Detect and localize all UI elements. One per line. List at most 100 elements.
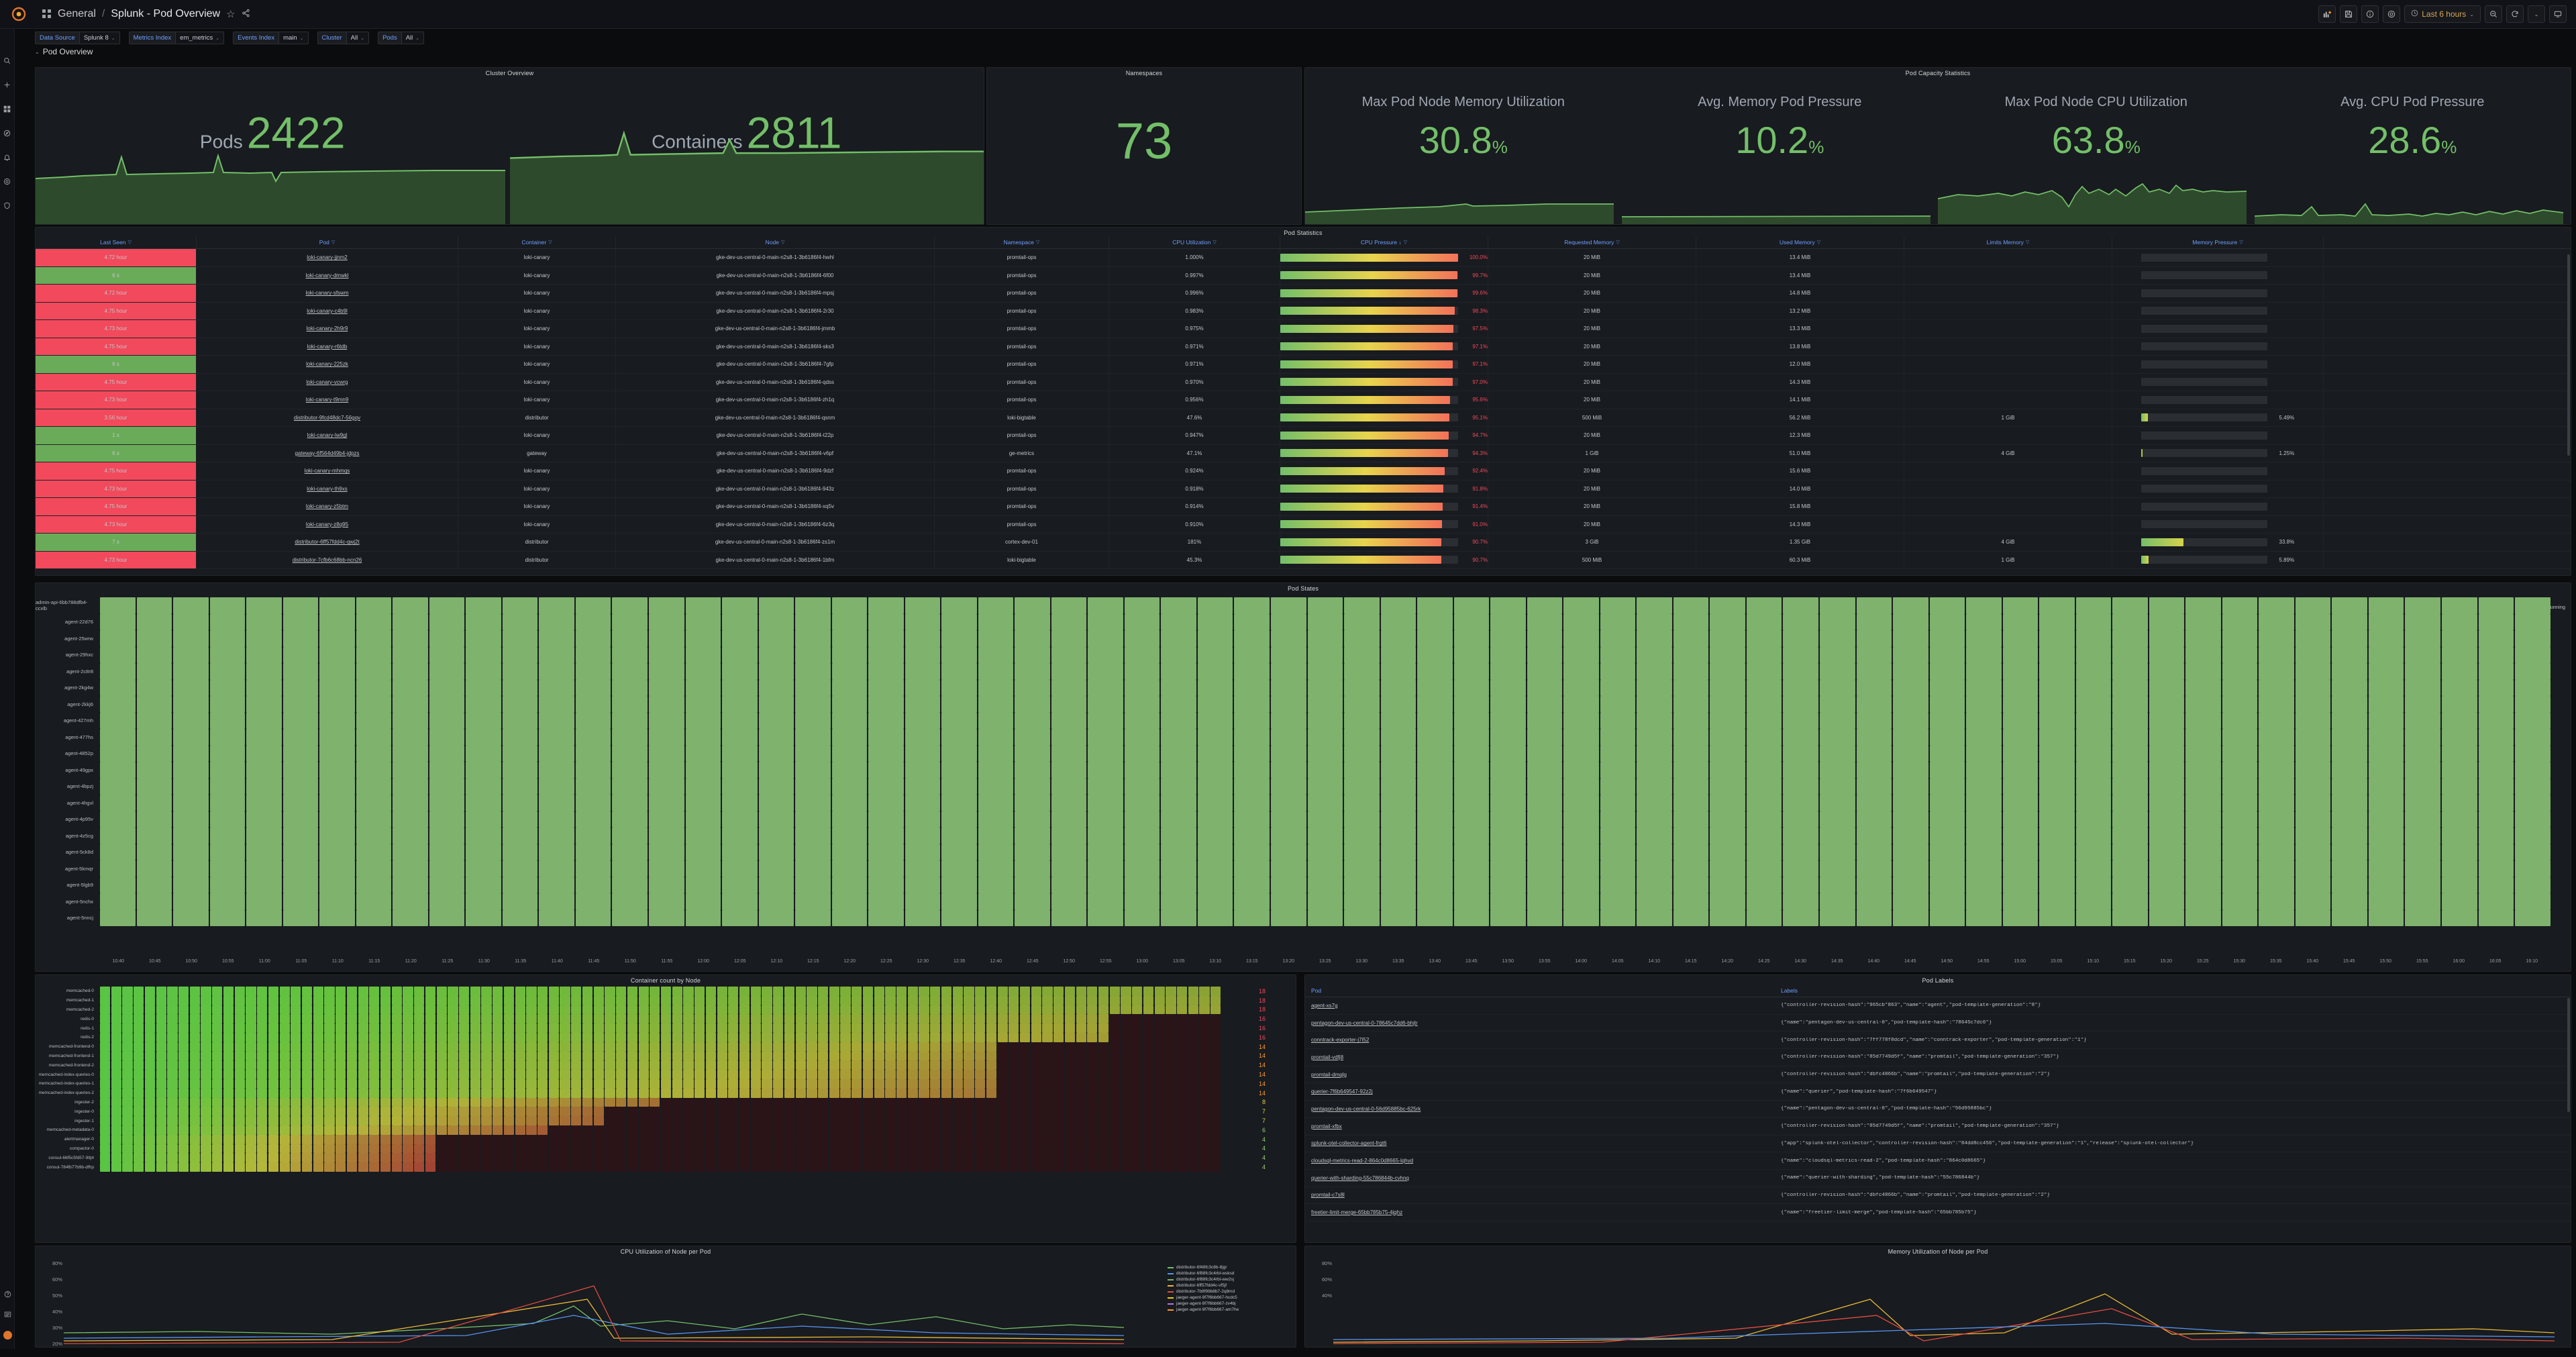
heatmap-cell[interactable] [728,1116,739,1125]
timeline-segment[interactable] [429,729,465,746]
heatmap-cell[interactable] [952,1134,963,1144]
timeline-segment[interactable] [2149,909,2185,926]
heatmap-cell[interactable] [1019,1134,1031,1144]
timeline-segment[interactable] [393,909,428,926]
timeline-segment[interactable] [100,630,136,647]
timeline-segment[interactable] [2478,876,2514,893]
timeline-segment[interactable] [539,630,574,647]
timeline-segment[interactable] [1929,630,1965,647]
heatmap-cell[interactable] [470,1051,480,1061]
heatmap-cell[interactable] [380,1023,391,1033]
heatmap-cell[interactable] [167,1014,178,1024]
heatmap-cell[interactable] [268,987,278,996]
heatmap-cell[interactable] [380,1134,391,1144]
heatmap-cell[interactable] [358,1005,368,1015]
timeline-segment[interactable] [2442,696,2477,713]
pod-link[interactable]: promtail-xfbx [1311,1123,1342,1129]
heatmap-cell[interactable] [795,1107,806,1117]
heatmap-cell[interactable] [907,1032,918,1042]
heatmap-cell[interactable] [560,1088,570,1098]
heatmap-cell[interactable] [1143,1116,1154,1125]
timeline-segment[interactable] [2075,860,2112,877]
timeline-segment[interactable] [575,876,611,893]
heatmap-cell[interactable] [694,1032,705,1042]
heatmap-cell[interactable] [268,1107,278,1117]
timeline-segment[interactable] [466,597,501,614]
timeline-segment[interactable] [539,613,574,630]
heatmap-cell[interactable] [156,1070,166,1079]
timeline-row[interactable] [100,729,2551,746]
heatmap-cell[interactable] [1188,1051,1198,1061]
heatmap-cell[interactable] [840,1078,851,1089]
timeline-segment[interactable] [136,663,172,680]
timeline-segment[interactable] [1746,679,1782,696]
timeline-segment[interactable] [1819,827,1855,844]
timeline-segment[interactable] [1746,613,1782,630]
timeline-segment[interactable] [1929,909,1965,926]
heatmap-cell[interactable] [728,1153,739,1163]
timeline-segment[interactable] [1746,646,1782,663]
timeline-segment[interactable] [795,795,831,811]
timeline-segment[interactable] [1307,778,1343,795]
heatmap-cell[interactable] [1053,1060,1064,1070]
timeline-segment[interactable] [2002,827,2039,844]
heatmap-cell[interactable] [694,1070,705,1079]
heatmap-cell[interactable] [167,1060,178,1070]
heatmap-cell[interactable] [964,1032,974,1042]
timeline-segment[interactable] [685,795,721,811]
heatmap-cell[interactable] [919,1088,929,1098]
heatmap-cell[interactable] [234,1078,245,1089]
heatmap-cell[interactable] [683,1107,694,1117]
heatmap-cell[interactable] [1076,1153,1086,1163]
heatmap-row[interactable] [100,1125,1221,1135]
heatmap-cell[interactable] [862,1005,874,1015]
timeline-segment[interactable] [466,860,501,877]
heatmap-cell[interactable] [818,995,829,1005]
timeline-segment[interactable] [1490,729,1526,746]
heatmap-cell[interactable] [874,1162,884,1172]
timeline-segment[interactable] [2515,679,2551,696]
timeline-segment[interactable] [1966,860,2002,877]
timeline-segment[interactable] [1234,745,1270,762]
timeline-segment[interactable] [2259,712,2294,729]
timeline-segment[interactable] [2332,745,2367,762]
timeline-segment[interactable] [2332,679,2367,696]
timeline-segment[interactable] [1819,597,1855,614]
timeline-segment[interactable] [612,909,648,926]
heatmap-cell[interactable] [1199,1005,1210,1015]
heatmap-cell[interactable] [650,1144,660,1154]
timeline-segment[interactable] [2185,795,2221,811]
pod-link[interactable]: loki-canary-t9mn9 [305,397,349,403]
heatmap-cell[interactable] [122,1125,133,1135]
heatmap-cell[interactable] [134,1005,144,1015]
heatmap-cell[interactable] [728,1125,739,1135]
heatmap-cell[interactable] [1087,1032,1098,1042]
timeline-segment[interactable] [905,679,941,696]
timeline-segment[interactable] [2039,893,2075,910]
heatmap-cell[interactable] [582,1144,593,1154]
heatmap-cell[interactable] [1053,1144,1064,1154]
timeline-segment[interactable] [2075,679,2112,696]
timeline-segment[interactable] [978,630,1014,647]
timeline-segment[interactable] [978,597,1014,614]
timeline-segment[interactable] [2515,613,2551,630]
timeline-segment[interactable] [795,597,831,614]
cell-pod[interactable]: loki-canary-t9mn9 [197,391,458,409]
timeline-segment[interactable] [1124,827,1160,844]
timeline-segment[interactable] [1746,844,1782,860]
heatmap-cell[interactable] [660,1134,672,1144]
heatmap-cell[interactable] [705,995,717,1005]
heatmap-cell[interactable] [739,1162,750,1172]
heatmap-cell[interactable] [1199,1014,1210,1024]
heatmap-cell[interactable] [941,1005,952,1015]
timeline-segment[interactable] [282,597,319,614]
heatmap-row[interactable] [100,1078,1221,1089]
heatmap-cell[interactable] [1188,1088,1198,1098]
timeline-segment[interactable] [758,811,794,827]
timeline-segment[interactable] [2442,646,2477,663]
col-last-seen[interactable]: Last Seen ▽ [36,236,197,248]
timeline-segment[interactable] [2002,893,2039,910]
timeline-segment[interactable] [136,795,172,811]
heatmap-cell[interactable] [807,1134,817,1144]
panel-info-button[interactable] [2361,5,2379,23]
